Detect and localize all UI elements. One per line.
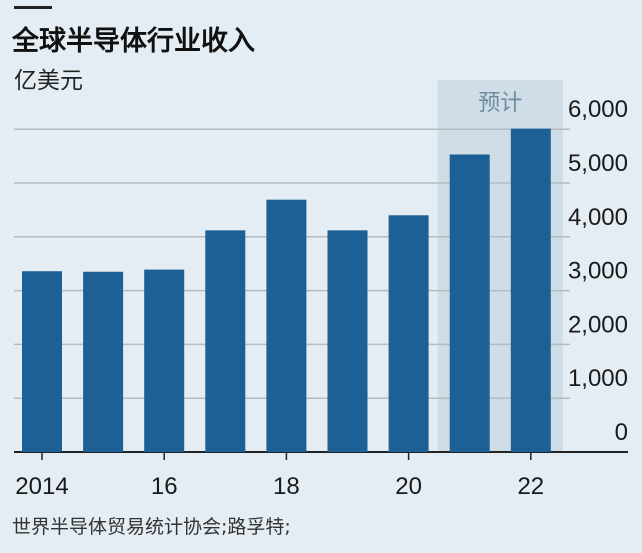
bar-2022: [510, 128, 551, 453]
bar-2017: [205, 230, 246, 452]
bar-2014: [22, 271, 62, 452]
y-tick-label: 0: [615, 419, 628, 446]
forecast-label: 预计: [478, 91, 522, 116]
y-tick-label: 4,000: [568, 204, 628, 231]
bar-2019: [327, 230, 368, 452]
x-tick-label: 16: [151, 473, 178, 500]
bar-2020: [388, 215, 429, 452]
x-tick-label: 20: [395, 473, 422, 500]
y-tick-label: 2,000: [568, 311, 628, 338]
bar-2018: [266, 199, 307, 452]
title-rule: [14, 6, 52, 9]
bar-2021: [449, 154, 490, 452]
y-unit-label: 亿美元: [14, 68, 83, 94]
y-tick-label: 3,000: [568, 258, 628, 285]
y-tick-label: 5,000: [568, 150, 628, 177]
x-tick-label: 22: [517, 473, 544, 500]
y-tick-label: 6,000: [568, 96, 628, 123]
bar-2016: [144, 269, 185, 452]
bar-2015: [83, 271, 124, 452]
source-note: 世界半导体贸易统计协会;路孚特;: [12, 516, 291, 538]
x-tick-label: 18: [273, 473, 300, 500]
x-tick-label: 2014: [15, 473, 68, 500]
y-tick-label: 1,000: [568, 365, 628, 392]
chart-title: 全球半导体行业收入: [11, 25, 255, 57]
